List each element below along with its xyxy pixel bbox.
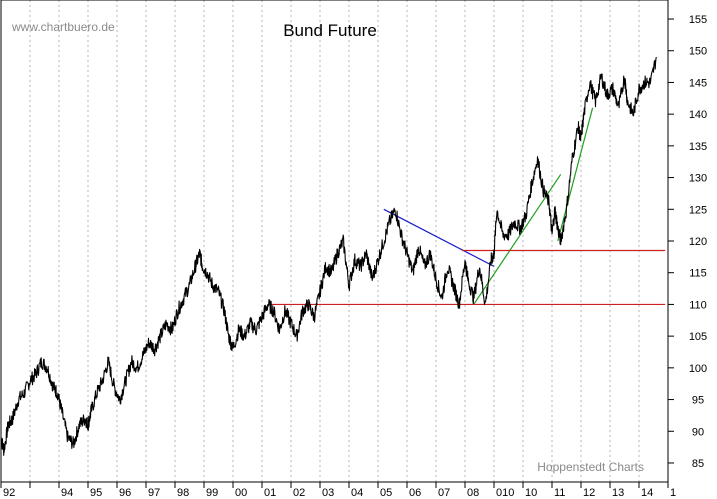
x-tick-label: 01 [264, 487, 276, 499]
x-tick-label: 07 [438, 487, 450, 499]
y-tick-label: 155 [689, 14, 707, 26]
price-line [0, 56, 657, 456]
y-tick-label: 145 [689, 77, 707, 89]
y-tick-label: 90 [692, 426, 704, 438]
x-tick-label: 14 [641, 487, 653, 499]
grid [0, 0, 669, 482]
y-tick-label: 125 [689, 204, 707, 216]
y-tick-label: 105 [689, 331, 707, 343]
x-tick-label: 92 [3, 487, 15, 499]
trendline [557, 107, 594, 242]
trendline [473, 174, 562, 305]
x-tick-label: 95 [90, 487, 102, 499]
x-tick-label: 98 [177, 487, 189, 499]
x-tick-label: 05 [380, 487, 392, 499]
y-tick-label: 115 [689, 268, 707, 280]
x-tick-label: 04 [351, 487, 363, 499]
y-tick-label: 135 [689, 141, 707, 153]
x-tick-label: 06 [409, 487, 421, 499]
x-tick-label: 1 [670, 487, 676, 499]
y-tick-label: 95 [692, 395, 704, 407]
x-tick-label: 08 [467, 487, 479, 499]
x-tick-label: 12 [583, 487, 595, 499]
y-tick-label: 110 [689, 299, 707, 311]
y-tick-label: 120 [689, 236, 707, 248]
x-tick-label: 10 [525, 487, 537, 499]
x-tick-label: 010 [496, 487, 514, 499]
price-series [0, 56, 657, 456]
credit-text: Hoppenstedt Charts [537, 460, 644, 474]
x-tick-label: 11 [554, 487, 565, 499]
x-tick-label: 03 [322, 487, 334, 499]
y-tick-label: 140 [689, 109, 707, 121]
chart-title: Bund Future [283, 21, 377, 40]
y-tick-label: 85 [692, 458, 704, 470]
trendlines [267, 107, 666, 306]
y-tick-label: 130 [689, 173, 707, 185]
x-tick-label: 94 [61, 487, 73, 499]
y-tick-label: 100 [689, 363, 707, 375]
x-tick-label: 02 [293, 487, 305, 499]
x-tick-label: 97 [148, 487, 160, 499]
watermark-text: www.chartbuero.de [11, 20, 115, 34]
plot-frame [0, 0, 669, 483]
x-tick-label: 13 [612, 487, 624, 499]
x-tick-label: 96 [119, 487, 131, 499]
x-tick-label: 00 [235, 487, 247, 499]
x-tick-label: 99 [206, 487, 218, 499]
trendline [383, 208, 495, 267]
y-tick-label: 150 [689, 46, 707, 58]
